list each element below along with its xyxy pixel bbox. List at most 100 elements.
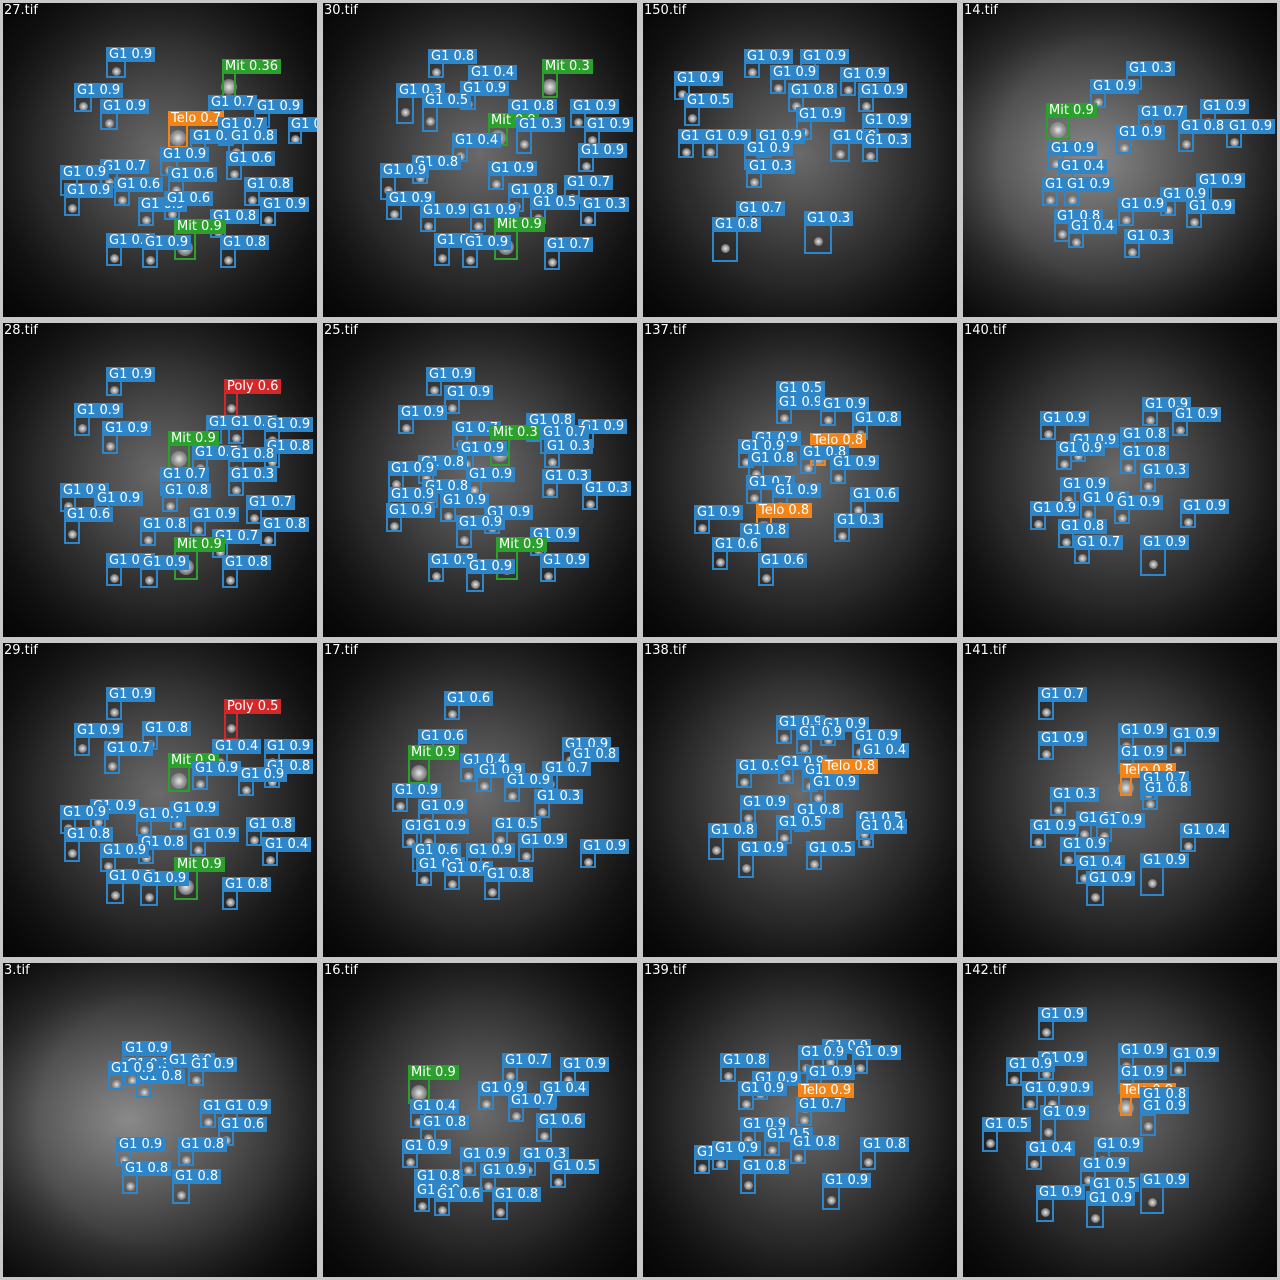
detection-box [1038, 1020, 1054, 1040]
detection-label: G1 0.4 [858, 819, 908, 834]
image-tile: 17.tif G1 0.6 G1 0.6 G1 0.9 Mit 0.9 G1 0.8 G1 … [323, 643, 637, 957]
detection-label: G1 0.9 [1048, 141, 1098, 156]
detection-box [534, 802, 550, 818]
detection-label: G1 0.8 [414, 1169, 464, 1184]
detection-box [860, 1150, 876, 1170]
detection-label: G1 0.8 [172, 1169, 222, 1184]
detection-label: G1 0.7 [544, 237, 594, 252]
detection-label: G1 0.9 [540, 553, 590, 568]
detection-label: G1 0.9 [444, 385, 494, 400]
detection-box [392, 796, 408, 812]
detection-box [108, 1074, 124, 1090]
detection-label: G1 0.9 [488, 161, 538, 176]
detection-label: G1 0.9 [1170, 1047, 1220, 1062]
detection-box [746, 488, 762, 504]
detection-box [580, 210, 596, 226]
tile-filename: 142.tif [964, 963, 1007, 978]
detection-box [770, 78, 786, 94]
detection-box [456, 528, 472, 548]
detection-box [796, 738, 812, 754]
detection-box [260, 530, 276, 546]
detection-label: G1 0.8 [162, 483, 212, 498]
detection-label: G1 0.8 [420, 1115, 470, 1130]
detection-label: G1 0.7 [1038, 687, 1088, 702]
detection-box [466, 572, 484, 592]
detection-label: G1 0.9 [798, 1045, 848, 1060]
detection-box [678, 142, 694, 158]
detection-label: G1 0.9 [1118, 745, 1168, 760]
detection-box [162, 496, 178, 512]
detection-box [262, 850, 278, 866]
detection-label: G1 0.6 [226, 151, 276, 166]
tile-vignette [963, 3, 1277, 317]
detection-box [440, 506, 456, 522]
detection-label: G1 0.9 [74, 723, 124, 738]
detection-label: G1 0.4 [262, 837, 312, 852]
detection-box [736, 772, 752, 788]
image-tile: 141.tif G1 0.7 G1 0.9 G1 0.9 G1 0.9 G1 0.9 Tel… [963, 643, 1277, 957]
detection-box [492, 1200, 508, 1220]
detection-box [420, 216, 436, 232]
detection-label: G1 0.9 [800, 49, 850, 64]
detection-label: G1 0.8 [1120, 427, 1170, 442]
detection-label: Mit 0.36 [222, 59, 282, 74]
detection-box [168, 124, 188, 148]
detection-label: G1 0.9 [738, 1081, 788, 1096]
detection-box [1060, 850, 1076, 866]
detection-label: G1 0.9 [1172, 407, 1222, 422]
detection-label: Mit 0.9 [168, 431, 219, 446]
tile-filename: 17.tif [324, 643, 358, 658]
detection-box [542, 72, 558, 98]
detection-label: G1 0.8 [244, 177, 294, 192]
detection-label: G1 0.8 [1178, 119, 1228, 134]
detection-box [222, 568, 238, 588]
detection-label: G1 0.9 [858, 83, 908, 98]
detection-box [100, 112, 118, 130]
image-tile: 27.tif G1 0.9 Mit 0.36 G1 0.9 G1 0.9 G1 0.7 G1… [3, 3, 317, 317]
detection-label: G1 0.4 [1026, 1141, 1076, 1156]
detection-label: G1 0.3 [516, 117, 566, 132]
detection-box [224, 712, 238, 740]
detection-label: G1 0.9 [1200, 99, 1250, 114]
detection-label: G1 0.9 [60, 165, 110, 180]
detection-label: G1 0.9 [1060, 477, 1110, 492]
detection-label: G1 0.8 [222, 555, 272, 570]
detection-label: G1 0.7 [160, 467, 210, 482]
detection-label: G1 0.9 [170, 801, 220, 816]
detection-box [1046, 116, 1070, 140]
detection-label: G1 0.9 [772, 483, 822, 498]
detection-box [1022, 1094, 1038, 1110]
image-tile: 25.tif G1 0.9 G1 0.9 G1 0.9 G1 0.8 G1 0.9 G1 0… [323, 323, 637, 637]
detection-label: G1 0.6 [412, 843, 462, 858]
detection-box [746, 172, 762, 188]
detection-label: G1 0.9 [1096, 813, 1146, 828]
detection-label: G1 0.9 [192, 761, 242, 776]
detection-box [542, 482, 558, 498]
detection-box [220, 248, 236, 268]
detection-box [822, 1186, 840, 1210]
detection-label: G1 0.9 [264, 417, 314, 432]
detection-label: G1 0.9 [480, 1163, 530, 1178]
detection-box [74, 96, 92, 112]
detection-label: G1 0.9 [580, 839, 630, 854]
detection-label: G1 0.7 [508, 1093, 558, 1108]
detection-box [810, 788, 826, 804]
detection-box [1170, 740, 1186, 756]
detection-label: G1 0.6 [444, 691, 494, 706]
detection-label: Poly 0.6 [224, 379, 282, 394]
detection-label: G1 0.9 [1030, 819, 1080, 834]
detection-label: G1 0.9 [1114, 495, 1164, 510]
detection-label: G1 0.9 [570, 99, 620, 114]
detection-box [200, 1112, 216, 1128]
detection-box [74, 736, 90, 756]
detection-box [1140, 548, 1166, 576]
detection-label: G1 0.9 [402, 1139, 452, 1154]
detection-label: G1 0.5 [422, 93, 472, 108]
detection-label: G1 0.9 [456, 515, 506, 530]
detection-box [694, 1158, 710, 1174]
detection-label: G1 0.9 [440, 493, 490, 508]
detection-label: G1 0.9 [100, 99, 150, 114]
detection-box [1124, 242, 1140, 258]
tile-vignette [963, 323, 1277, 637]
